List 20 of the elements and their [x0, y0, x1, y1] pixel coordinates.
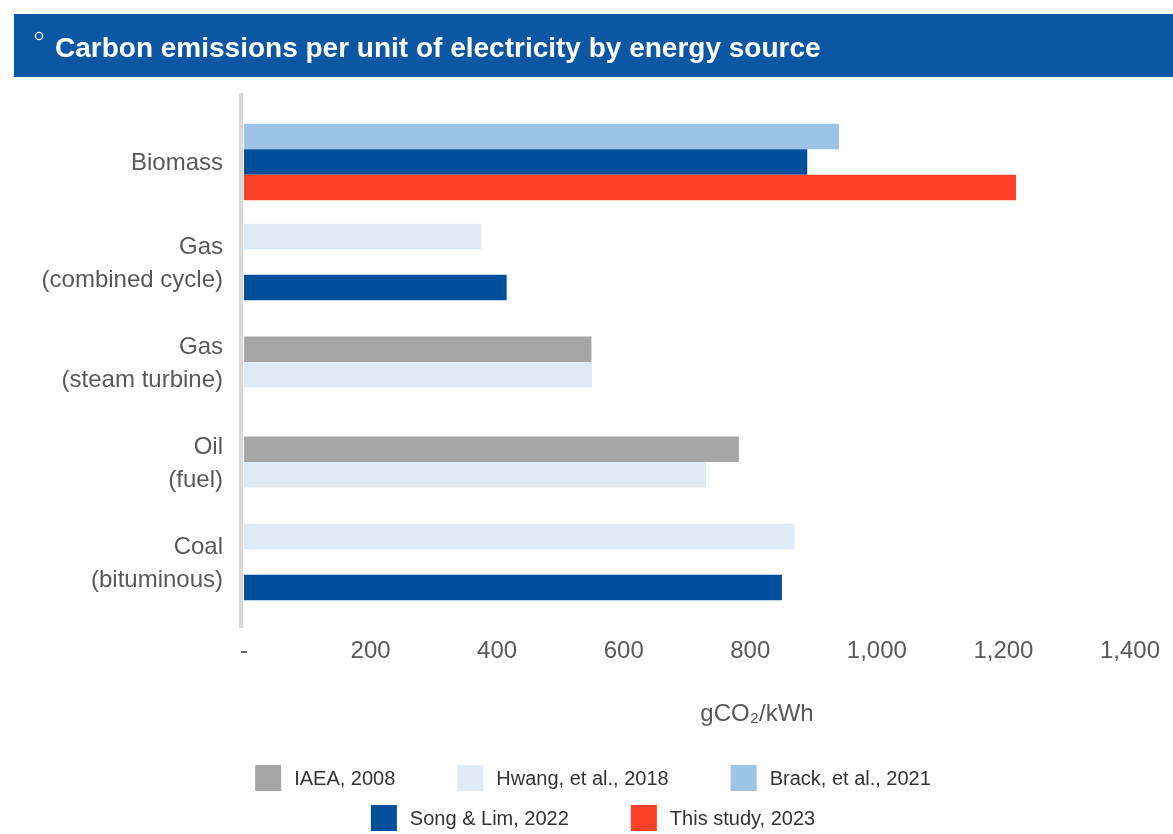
x-axis-title: gCO₂/kWh [700, 699, 814, 726]
y-tick-label: Coal (bituminous) [90, 531, 223, 592]
x-tick-label: 1,200 [973, 636, 1034, 663]
legend-label: Hwang, et al., 2018 [496, 767, 669, 789]
chart-title: Carbon emissions per unit of electricity by energy source [55, 32, 821, 63]
y-tick-label: Biomass [130, 148, 223, 175]
y-tick-label: Gas (steam turbine) [61, 331, 223, 392]
x-tick-label: 400 [477, 636, 518, 663]
x-tick-label: - [240, 636, 248, 663]
y-tick-label: Gas (combined cycle) [41, 231, 223, 292]
x-tick-label: 800 [730, 636, 771, 663]
legend-label: Song & Lim, 2022 [409, 807, 569, 829]
y-tick-label: Oil (fuel) [168, 431, 223, 492]
legend-label: This study, 2023 [669, 807, 816, 829]
x-tick-label: 1,400 [1099, 636, 1161, 663]
legend-label: Brack, et al., 2021 [769, 767, 931, 789]
x-tick-label: 1,000 [846, 636, 907, 663]
legend-label: IAEA, 2008 [294, 767, 396, 789]
x-tick-label: 200 [350, 636, 391, 663]
x-tick-label: 600 [603, 636, 644, 663]
